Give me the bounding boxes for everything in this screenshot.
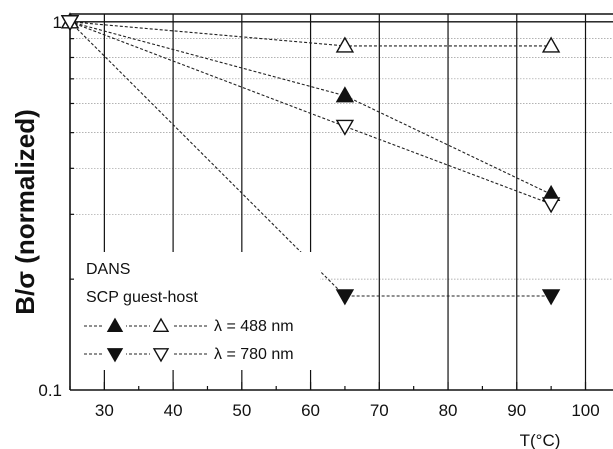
data-point-triangle-down-filled bbox=[335, 289, 355, 306]
x-tick-label: 80 bbox=[439, 401, 458, 420]
tick-labels: 30 40 50 60 70 80 90 100 0.1 1 bbox=[38, 13, 599, 420]
series-line bbox=[69, 21, 552, 205]
x-tick-label: 50 bbox=[232, 401, 251, 420]
legend-entry-780: λ = 780 nm bbox=[214, 346, 294, 363]
legend-title-dans: DANS bbox=[86, 261, 130, 278]
y-tick-label: 0.1 bbox=[38, 381, 62, 400]
legend-marker-triangle-up-open bbox=[152, 317, 170, 332]
series-line bbox=[69, 21, 552, 297]
data-point-triangle-up-open bbox=[335, 36, 355, 53]
x-tick-label: 70 bbox=[370, 401, 389, 420]
x-tick-label: 40 bbox=[164, 401, 183, 420]
x-tick-label: 30 bbox=[95, 401, 114, 420]
series-line bbox=[69, 21, 552, 195]
legend-title-scp: SCP guest-host bbox=[86, 289, 198, 306]
y-axis-title: B/σ (normalized) bbox=[10, 109, 40, 315]
data-point-triangle-down-open bbox=[335, 119, 355, 136]
legend-marker-triangle-down-filled bbox=[106, 348, 124, 363]
data-point-triangle-down-filled bbox=[541, 289, 561, 306]
x-axis-title: T(°C) bbox=[520, 431, 561, 449]
legend-entry-488: λ = 488 nm bbox=[214, 318, 294, 335]
legend-marker-triangle-up-filled bbox=[106, 317, 124, 332]
data-point-triangle-up-open bbox=[541, 36, 561, 53]
x-tick-label: 90 bbox=[507, 401, 526, 420]
legend-marker-triangle-down-open bbox=[152, 348, 170, 363]
x-tick-label: 100 bbox=[571, 401, 599, 420]
x-tick-label: 60 bbox=[301, 401, 320, 420]
data-point-triangle-down-open bbox=[60, 15, 80, 32]
data-point-triangle-up-filled bbox=[335, 86, 355, 103]
legend: DANS SCP guest-host λ = 488 nm λ = 780 n… bbox=[84, 261, 294, 363]
series-markers bbox=[60, 12, 561, 306]
y-tick-label: 1 bbox=[53, 13, 62, 32]
data-point-triangle-down-open bbox=[541, 197, 561, 214]
